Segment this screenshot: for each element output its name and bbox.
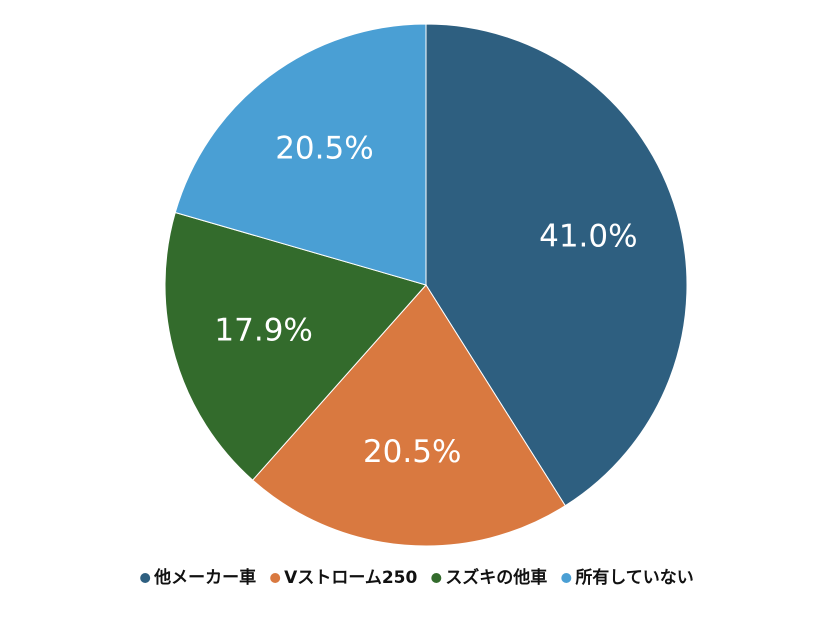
value-label: 41.0%: [539, 219, 637, 255]
value-label: 20.5%: [363, 434, 461, 470]
pie-slice: [174, 23, 427, 286]
value-label: 20.5%: [275, 130, 373, 166]
legend-marker: [431, 573, 442, 583]
legend-label: 他メーカー車: [153, 567, 256, 588]
legend-marker: [561, 573, 572, 583]
legend-label: 所有していない: [575, 567, 694, 588]
value-label: 17.9%: [214, 312, 312, 348]
legend-label: スズキの他車: [445, 567, 547, 588]
legend-label: Vストローム250: [284, 568, 417, 588]
pie-slice: [251, 284, 566, 547]
legend-marker: [270, 573, 281, 583]
pie-slice: [425, 23, 688, 507]
pie-slice: [164, 211, 427, 481]
legend-marker: [140, 573, 151, 583]
